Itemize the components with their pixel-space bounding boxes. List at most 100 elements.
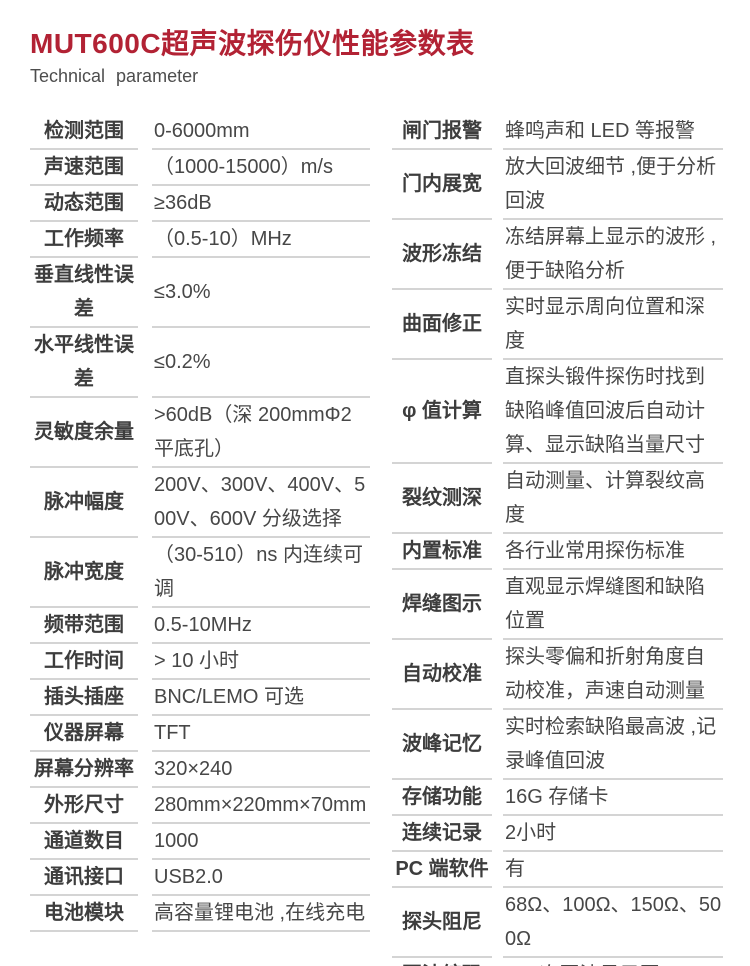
param-value: 蜂鸣声和 LED 等报警 — [503, 114, 723, 150]
param-label: 插头插座 — [30, 680, 138, 716]
param-value: BNC/LEMO 可选 — [152, 680, 370, 716]
table-row: 曲面修正 实时显示周向位置和深度 — [392, 290, 744, 360]
param-value: 实时检索缺陷最高波 ,记录峰值回波 — [503, 710, 723, 780]
table-row: 闸门报警 蜂鸣声和 LED 等报警 — [392, 114, 744, 150]
table-row: 屏幕分辨率 320×240 — [30, 752, 370, 788]
param-value: （1000-15000）m/s — [152, 150, 370, 186]
param-label: 闸门报警 — [392, 114, 492, 150]
page-subtitle: Technical parameter — [30, 66, 199, 87]
table-row: 内置标准 各行业常用探伤标准 — [392, 534, 744, 570]
param-label: 水平线性误差 — [30, 328, 138, 398]
param-label: 曲面修正 — [392, 290, 492, 360]
param-label: 检测范围 — [30, 114, 138, 150]
param-label: 存储功能 — [392, 780, 492, 816]
table-row: 探头阻尼 68Ω、100Ω、150Ω、500Ω — [392, 888, 744, 958]
parameters-table-left: 检测范围 0-6000mm 声速范围 （1000-15000）m/s 动态范围 ≥36dB… — [30, 114, 370, 932]
param-label: 通讯接口 — [30, 860, 138, 896]
param-label: 仪器屏幕 — [30, 716, 138, 752]
param-label: 电池模块 — [30, 896, 138, 932]
table-row: 回波编码 1-6 次回波显示区 — [392, 958, 744, 966]
table-row: 自动校准 探头零偏和折射角度自动校准，声速自动测量 — [392, 640, 744, 710]
param-label: 声速范围 — [30, 150, 138, 186]
param-value: 16G 存储卡 — [503, 780, 723, 816]
table-row: 通讯接口 USB2.0 — [30, 860, 370, 896]
table-row: 通道数目 1000 — [30, 824, 370, 860]
param-value: >60dB（深 200mmΦ2 平底孔） — [152, 398, 370, 468]
table-row: 连续记录 2小时 — [392, 816, 744, 852]
param-value: USB2.0 — [152, 860, 370, 896]
param-value: 2小时 — [503, 816, 723, 852]
param-value: 冻结屏幕上显示的波形 ,便于缺陷分析 — [503, 220, 723, 290]
param-value: ≤0.2% — [152, 328, 370, 398]
param-label: PC 端软件 — [392, 852, 492, 888]
table-row: PC 端软件有 — [392, 852, 744, 888]
param-value: ≤3.0% — [152, 258, 370, 328]
param-value: 高容量锂电池 ,在线充电 — [152, 896, 370, 932]
table-row: 脉冲宽度 （30-510）ns 内连续可调 — [30, 538, 370, 608]
param-label: 工作时间 — [30, 644, 138, 680]
table-row: 频带范围 0.5-10MHz — [30, 608, 370, 644]
param-label: 焊缝图示 — [392, 570, 492, 640]
param-value: 200V、300V、400V、500V、600V 分级选择 — [152, 468, 370, 538]
table-row: 波形冻结 冻结屏幕上显示的波形 ,便于缺陷分析 — [392, 220, 744, 290]
param-label: 回波编码 — [392, 958, 492, 966]
param-label: 探头阻尼 — [392, 888, 492, 958]
table-row: 裂纹测深 自动测量、计算裂纹高度 — [392, 464, 744, 534]
param-label: 垂直线性误差 — [30, 258, 138, 328]
param-label: 外形尺寸 — [30, 788, 138, 824]
param-value: 0.5-10MHz — [152, 608, 370, 644]
param-value: 68Ω、100Ω、150Ω、500Ω — [503, 888, 723, 958]
table-row: 电池模块 高容量锂电池 ,在线充电 — [30, 896, 370, 932]
param-label: 屏幕分辨率 — [30, 752, 138, 788]
param-value: 320×240 — [152, 752, 370, 788]
param-value: 1000 — [152, 824, 370, 860]
param-label: 工作频率 — [30, 222, 138, 258]
table-row: 水平线性误差 ≤0.2% — [30, 328, 370, 398]
table-row: 声速范围 （1000-15000）m/s — [30, 150, 370, 186]
param-value: （30-510）ns 内连续可调 — [152, 538, 370, 608]
param-value: 探头零偏和折射角度自动校准，声速自动测量 — [503, 640, 723, 710]
page-title: MUT600C超声波探伤仪性能参数表 — [30, 28, 475, 59]
table-row: 检测范围 0-6000mm — [30, 114, 370, 150]
param-value: TFT — [152, 716, 370, 752]
param-label: 动态范围 — [30, 186, 138, 222]
param-value: 1-6 次回波显示区 — [503, 958, 723, 966]
param-value: ≥36dB — [152, 186, 370, 222]
table-row: 工作时间 > 10 小时 — [30, 644, 370, 680]
param-value: 有 — [503, 852, 723, 888]
param-label: 脉冲幅度 — [30, 468, 138, 538]
parameter-tables: 检测范围 0-6000mm 声速范围 （1000-15000）m/s 动态范围 ≥36dB… — [30, 114, 750, 966]
param-value: 实时显示周向位置和深度 — [503, 290, 723, 360]
table-row: 门内展宽 放大回波细节 ,便于分析回波 — [392, 150, 744, 220]
table-row: 脉冲幅度 200V、300V、400V、500V、600V 分级选择 — [30, 468, 370, 538]
param-value: 放大回波细节 ,便于分析回波 — [503, 150, 723, 220]
param-label: 灵敏度余量 — [30, 398, 138, 468]
param-label: 内置标准 — [392, 534, 492, 570]
table-row: 工作频率 （0.5-10）MHz — [30, 222, 370, 258]
table-row: φ 值计算 直探头锻件探伤时找到缺陷峰值回波后自动计算、显示缺陷当量尺寸 — [392, 360, 744, 464]
param-value: 各行业常用探伤标准 — [503, 534, 723, 570]
table-row: 垂直线性误差 ≤3.0% — [30, 258, 370, 328]
param-label: 波峰记忆 — [392, 710, 492, 780]
param-label: 脉冲宽度 — [30, 538, 138, 608]
param-label: 通道数目 — [30, 824, 138, 860]
param-value: 280mm×220mm×70mm — [152, 788, 370, 824]
parameters-table-right: 闸门报警 蜂鸣声和 LED 等报警 门内展宽 放大回波细节 ,便于分析回波 波形冻结 冻结… — [392, 114, 744, 966]
param-label: 自动校准 — [392, 640, 492, 710]
table-row: 插头插座 BNC/LEMO 可选 — [30, 680, 370, 716]
param-value: > 10 小时 — [152, 644, 370, 680]
param-label: 门内展宽 — [392, 150, 492, 220]
param-label: 裂纹测深 — [392, 464, 492, 534]
table-row: 动态范围 ≥36dB — [30, 186, 370, 222]
table-row: 灵敏度余量 >60dB（深 200mmΦ2 平底孔） — [30, 398, 370, 468]
param-value: 直探头锻件探伤时找到缺陷峰值回波后自动计算、显示缺陷当量尺寸 — [503, 360, 723, 464]
param-value: 0-6000mm — [152, 114, 370, 150]
table-row: 存储功能 16G 存储卡 — [392, 780, 744, 816]
param-label: 波形冻结 — [392, 220, 492, 290]
table-row: 焊缝图示 直观显示焊缝图和缺陷位置 — [392, 570, 744, 640]
table-row: 波峰记忆 实时检索缺陷最高波 ,记录峰值回波 — [392, 710, 744, 780]
param-value: （0.5-10）MHz — [152, 222, 370, 258]
param-label: 连续记录 — [392, 816, 492, 852]
table-row: 外形尺寸 280mm×220mm×70mm — [30, 788, 370, 824]
